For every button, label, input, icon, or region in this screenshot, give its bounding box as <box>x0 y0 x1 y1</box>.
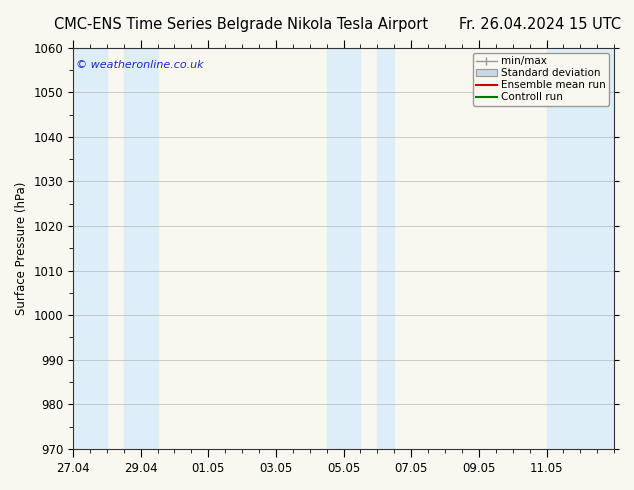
Bar <box>547 48 614 449</box>
Text: CMC-ENS Time Series Belgrade Nikola Tesla Airport: CMC-ENS Time Series Belgrade Nikola Tesl… <box>54 17 428 32</box>
Text: Fr. 26.04.2024 15 UTC: Fr. 26.04.2024 15 UTC <box>459 17 621 32</box>
Bar <box>327 48 361 449</box>
Bar <box>377 48 394 449</box>
Bar <box>73 48 107 449</box>
Text: © weatheronline.co.uk: © weatheronline.co.uk <box>75 60 204 70</box>
Bar <box>124 48 158 449</box>
Legend: min/max, Standard deviation, Ensemble mean run, Controll run: min/max, Standard deviation, Ensemble me… <box>473 53 609 105</box>
Y-axis label: Surface Pressure (hPa): Surface Pressure (hPa) <box>15 182 28 315</box>
